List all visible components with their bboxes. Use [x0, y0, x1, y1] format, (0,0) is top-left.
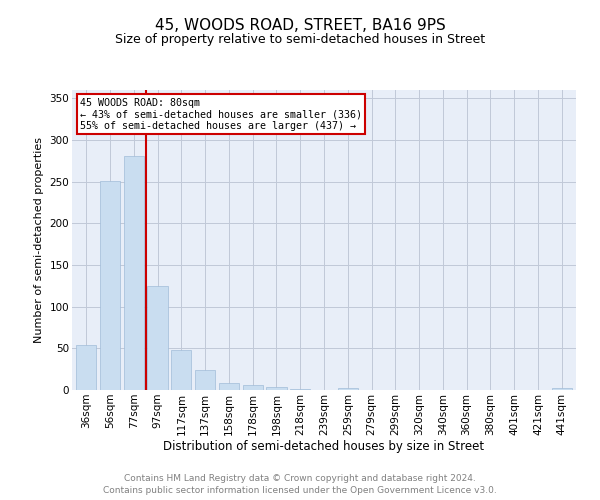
Bar [171, 350, 191, 390]
Bar [219, 384, 239, 390]
Bar [242, 385, 263, 390]
Bar [76, 345, 97, 390]
X-axis label: Distribution of semi-detached houses by size in Street: Distribution of semi-detached houses by … [163, 440, 485, 454]
Bar [100, 181, 120, 390]
Bar [551, 388, 572, 390]
Bar [148, 286, 167, 390]
Text: Contains HM Land Registry data © Crown copyright and database right 2024.
Contai: Contains HM Land Registry data © Crown c… [103, 474, 497, 495]
Bar [338, 388, 358, 390]
Bar [266, 386, 287, 390]
Text: 45 WOODS ROAD: 80sqm
← 43% of semi-detached houses are smaller (336)
55% of semi: 45 WOODS ROAD: 80sqm ← 43% of semi-detac… [80, 98, 362, 130]
Bar [124, 156, 144, 390]
Bar [195, 370, 215, 390]
Bar [290, 389, 310, 390]
Y-axis label: Number of semi-detached properties: Number of semi-detached properties [34, 137, 44, 343]
Text: 45, WOODS ROAD, STREET, BA16 9PS: 45, WOODS ROAD, STREET, BA16 9PS [155, 18, 445, 32]
Text: Size of property relative to semi-detached houses in Street: Size of property relative to semi-detach… [115, 32, 485, 46]
